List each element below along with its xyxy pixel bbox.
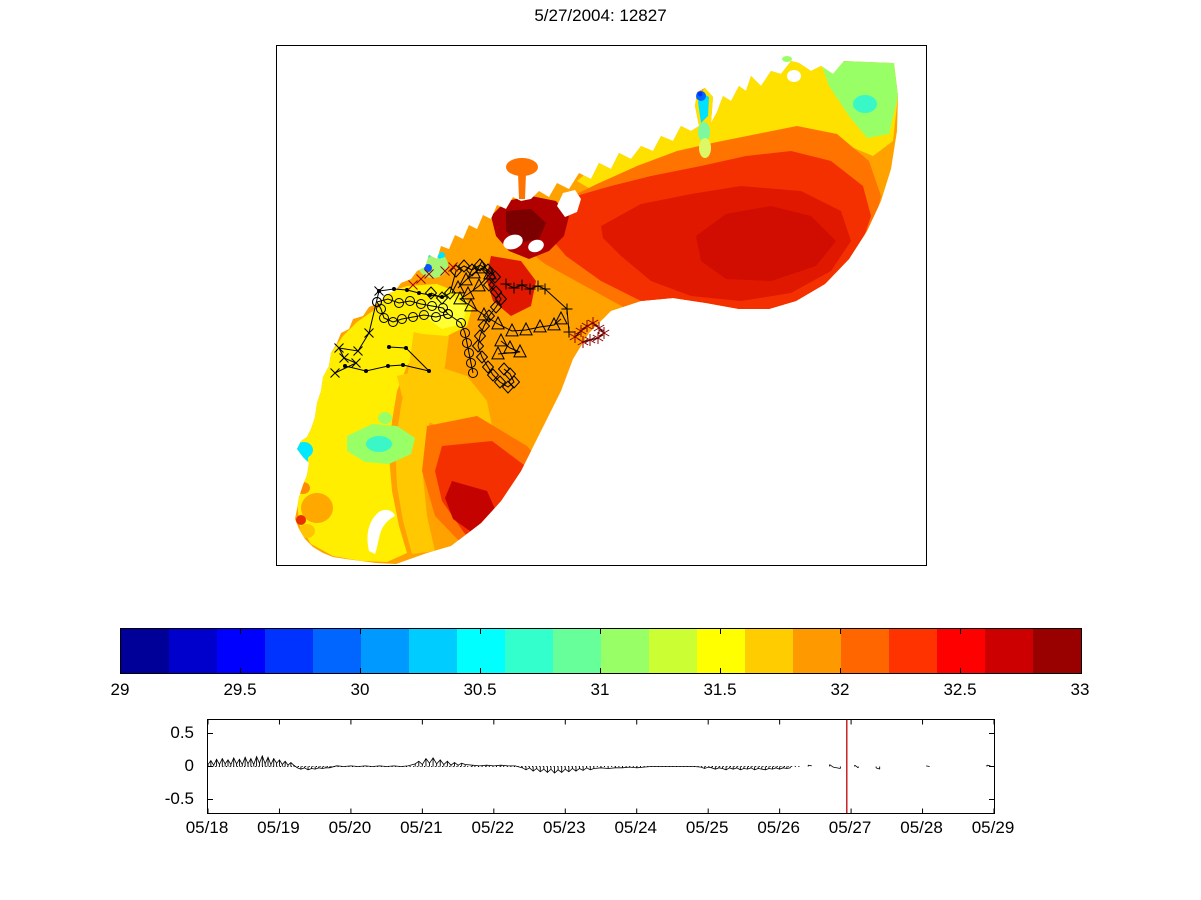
colorbar-tick xyxy=(360,668,361,673)
colorbar-segment xyxy=(217,629,265,673)
colorbar-tick xyxy=(480,668,481,673)
colorbar-tick-label: 31.5 xyxy=(703,680,737,699)
contour-fill-regions xyxy=(295,61,898,562)
colorbar-tick xyxy=(840,668,841,673)
ts-x-tick-label: 05/22 xyxy=(471,818,515,837)
colorbar-segment xyxy=(889,629,937,673)
colorbar-tick-label: 32 xyxy=(830,680,850,699)
ts-y-tick-label: 0.5 xyxy=(170,722,194,742)
colorbar-tick xyxy=(720,629,721,634)
colorbar-tick-label: 31 xyxy=(590,680,610,699)
colorbar-segment xyxy=(793,629,841,673)
ts-x-tick-label: 05/20 xyxy=(328,818,372,837)
cove-inlet xyxy=(696,91,706,101)
timeseries-axes xyxy=(207,719,995,814)
ts-x-tick-label: 05/18 xyxy=(185,818,229,837)
colorbar xyxy=(120,628,1082,674)
colorbar-tick-label: 30 xyxy=(350,680,370,699)
colorbar-segment xyxy=(601,629,649,673)
colorbar-tick xyxy=(960,629,961,634)
colorbar-segment xyxy=(121,629,169,673)
colorbar-tick xyxy=(600,629,601,634)
timeseries-svg xyxy=(208,720,994,813)
ts-y-labels: 0.5 0 -0.5 xyxy=(140,719,200,812)
colorbar-tick xyxy=(600,668,601,673)
colorbar-segment xyxy=(697,629,745,673)
map-svg xyxy=(295,56,898,564)
islet-green xyxy=(782,56,792,62)
colorbar-segment xyxy=(553,629,601,673)
ts-x-labels: 05/18 05/19 05/20 05/21 05/22 05/23 05/24 05/25… xyxy=(186,818,1015,840)
ts-x-tick-label: 05/24 xyxy=(614,818,657,837)
colorbar-tick xyxy=(240,668,241,673)
colorbar-tick-label: 29 xyxy=(110,680,130,699)
colorbar-tick xyxy=(840,629,841,634)
ts-x-tick-label: 05/19 xyxy=(257,818,300,837)
colorbar-tick-label: 33 xyxy=(1070,680,1090,699)
colorbar-segment xyxy=(361,629,409,673)
colorbar-segment xyxy=(265,629,313,673)
ts-x-tick-label: 05/23 xyxy=(542,818,586,837)
ts-x-tick-label: 05/29 xyxy=(971,818,1015,837)
ts-x-tick-label: 05/26 xyxy=(757,818,800,837)
colorbar-tick xyxy=(240,629,241,634)
colorbar-segment xyxy=(649,629,697,673)
colorbar-segment xyxy=(1033,629,1081,673)
colorbar-tick-label: 32.5 xyxy=(943,680,977,699)
ts-y-tick-label: 0 xyxy=(184,755,194,775)
map-axes xyxy=(276,45,927,566)
colorbar-segment xyxy=(409,629,457,673)
colorbar-segment xyxy=(841,629,889,673)
figure-title: 5/27/2004: 12827 xyxy=(534,6,667,25)
colorbar-tick-label: 30.5 xyxy=(463,680,497,699)
colorbar-segment xyxy=(457,629,505,673)
colorbar-tick xyxy=(960,668,961,673)
colorbar-segment xyxy=(169,629,217,673)
ts-x-tick-label: 05/27 xyxy=(828,818,872,837)
islands xyxy=(367,70,801,554)
colorbar-segment xyxy=(985,629,1033,673)
colorbar-segment xyxy=(937,629,985,673)
ts-x-tick-label: 05/25 xyxy=(685,818,729,837)
mushroom-cove xyxy=(506,158,538,199)
drifter-tracks xyxy=(330,258,610,394)
ts-x-tick-label: 05/21 xyxy=(400,818,443,837)
colorbar-segment xyxy=(505,629,553,673)
colorbar-tick xyxy=(480,629,481,634)
colorbar-segment xyxy=(313,629,361,673)
ts-y-tick-label: -0.5 xyxy=(164,788,194,808)
colorbar-segment xyxy=(745,629,793,673)
colorbar-tick xyxy=(720,668,721,673)
colorbar-labels: 29 29.5 30 30.5 31 31.5 32 32.5 33 xyxy=(111,680,1090,702)
colorbar-tick-label: 29.5 xyxy=(223,680,257,699)
colorbar-tick xyxy=(360,629,361,634)
ts-x-tick-label: 05/28 xyxy=(900,818,943,837)
